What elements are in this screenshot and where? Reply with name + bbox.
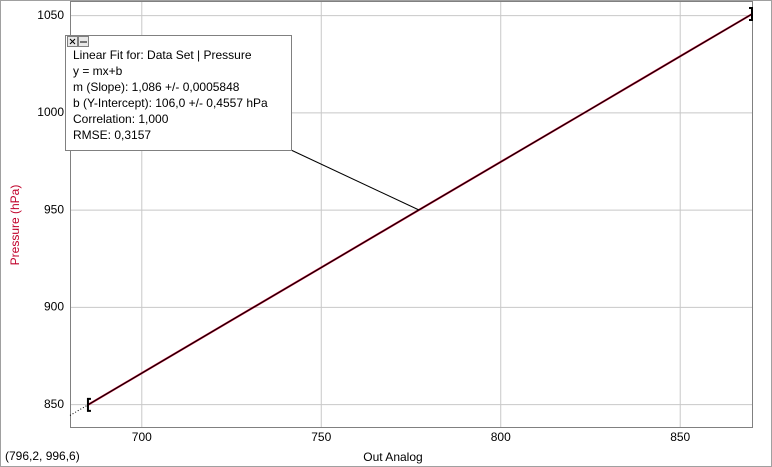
y-tick-label: 900 <box>44 300 64 314</box>
leader-line <box>290 149 420 211</box>
x-axis-label: Out Analog <box>363 450 422 464</box>
x-tick-label: 850 <box>670 430 690 444</box>
y-tick-label: 950 <box>44 202 64 216</box>
annotation-line: Linear Fit for: Data Set | Pressure <box>73 48 252 62</box>
annotation-line: RMSE: 0,3157 <box>73 128 151 142</box>
annotation-box: Linear Fit for: Data Set | Pressure y = m… <box>65 35 292 151</box>
fit-line <box>87 13 753 406</box>
status-coordinates: (796,2, 996,6) <box>5 449 80 463</box>
y-tick-label: 850 <box>44 397 64 411</box>
x-tick-label: 750 <box>311 430 331 444</box>
annotation-line: Correlation: 1,000 <box>73 112 169 126</box>
y-tick-label: 1050 <box>37 8 64 22</box>
plot-area <box>70 1 753 428</box>
range-bracket-start <box>86 397 91 412</box>
marks <box>69 7 753 416</box>
annotation-line: y = mx+b <box>73 64 123 78</box>
annotation-line: m (Slope): 1,086 +/- 0,0005848 <box>73 80 240 94</box>
annotation-line: b (Y-Intercept): 106,0 +/- 0,4557 hPa <box>73 96 268 110</box>
y-tick-label: 1000 <box>37 105 64 119</box>
x-tick-label: 800 <box>491 430 511 444</box>
range-bracket-end <box>749 7 753 22</box>
close-icon <box>69 38 76 45</box>
y-axis-label: Pressure (hPa) <box>8 185 22 266</box>
annotation-frame <box>65 35 292 151</box>
fit-extension <box>69 404 89 416</box>
x-tick-label: 700 <box>132 430 152 444</box>
